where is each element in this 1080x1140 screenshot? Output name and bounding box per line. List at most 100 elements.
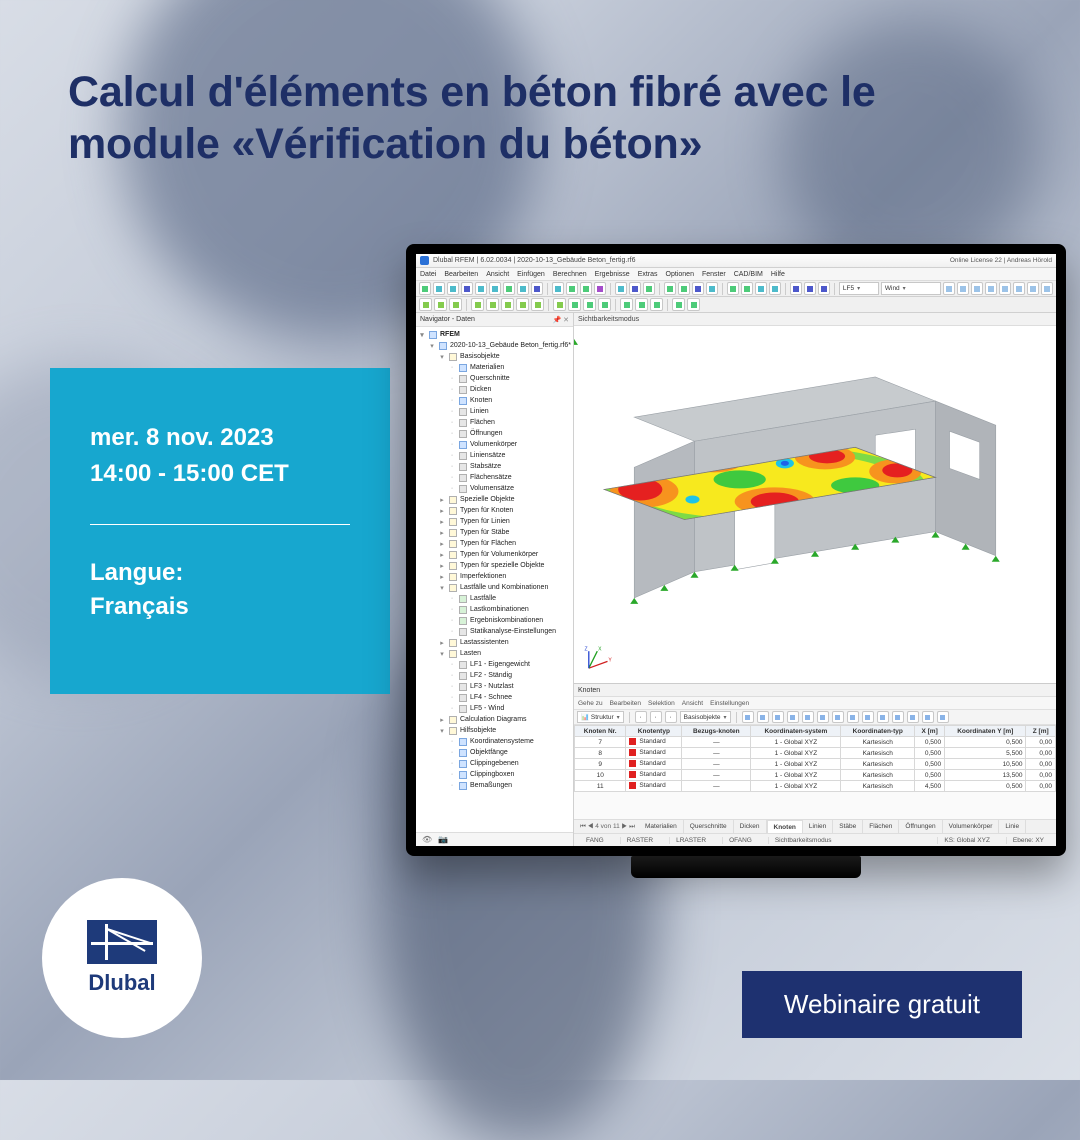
tree-twisty-icon[interactable]: · — [448, 738, 456, 745]
tree-twisty-icon[interactable]: · — [448, 749, 456, 756]
tree-twisty-icon[interactable]: ▾ — [438, 353, 446, 361]
knoten-btn2-1[interactable] — [757, 711, 769, 723]
table-cell[interactable]: 5,500 — [945, 748, 1026, 759]
knoten-btn2-4[interactable] — [802, 711, 814, 723]
status-item[interactable]: FANG — [580, 837, 610, 844]
toolbar-btn-n15[interactable] — [650, 298, 663, 311]
bottom-tab-stäbe[interactable]: Stäbe — [833, 820, 863, 833]
bottom-tab-dicken[interactable]: Dicken — [734, 820, 767, 833]
toolbar-btn-n5[interactable] — [486, 298, 499, 311]
knoten-menu-ansicht[interactable]: Ansicht — [682, 700, 703, 707]
tree-node[interactable]: ▸Typen für Stäbe — [418, 527, 571, 538]
toolbar-btn-side[interactable] — [706, 282, 718, 295]
knoten-btn2-5[interactable] — [817, 711, 829, 723]
tree-node[interactable]: ▾Basisobjekte — [418, 351, 571, 362]
knoten-btn2-3[interactable] — [787, 711, 799, 723]
toolbar-btn-n10[interactable] — [568, 298, 581, 311]
table-cell[interactable]: — — [682, 770, 751, 781]
table-col-header[interactable]: Koordinaten-typ — [841, 726, 915, 737]
window-titlebar[interactable]: Dlubal RFEM | 6.02.0034 | 2020-10-13_Geb… — [416, 254, 1056, 268]
table-cell[interactable]: Kartesisch — [841, 759, 915, 770]
tree-twisty-icon[interactable]: ▸ — [438, 716, 446, 724]
tree-node[interactable]: ▸Typen für Flächen — [418, 538, 571, 549]
loadcase-combo[interactable]: LF5 — [839, 282, 879, 295]
toolbar-primary[interactable]: LF5Wind — [416, 281, 1056, 297]
navigator-header[interactable]: Navigator - Daten 📌 ✕ — [416, 313, 573, 327]
toolbar-btn-n12[interactable] — [598, 298, 611, 311]
tree-node[interactable]: ·LF1 - Eigengewicht — [418, 659, 571, 670]
table-cell[interactable]: 7 — [575, 737, 626, 748]
table-cell[interactable]: 1 - Global XYZ — [751, 748, 841, 759]
tree-node[interactable]: ·LF2 - Ständig — [418, 670, 571, 681]
tree-node[interactable]: ·Koordinatensysteme — [418, 736, 571, 747]
bottom-tab-materialien[interactable]: Materialien — [639, 820, 684, 833]
menu-fenster[interactable]: Fenster — [702, 271, 726, 278]
toolbar-btn-n9[interactable] — [553, 298, 566, 311]
table-cell[interactable]: 0,00 — [1026, 737, 1056, 748]
knoten-btn2-10[interactable] — [892, 711, 904, 723]
menu-ansicht[interactable]: Ansicht — [486, 271, 509, 278]
toolbar-secondary[interactable] — [416, 297, 1056, 313]
table-col-header[interactable]: Knoten Nr. — [575, 726, 626, 737]
navigator-tree[interactable]: ▾RFEM▾2020-10-13_Gebäude Beton_fertig.rf… — [416, 327, 573, 832]
tree-twisty-icon[interactable]: ▾ — [438, 584, 446, 592]
tree-twisty-icon[interactable]: ▸ — [438, 562, 446, 570]
toolbar-btn-res[interactable] — [643, 282, 655, 295]
table-cell[interactable]: Standard — [626, 781, 682, 792]
tree-node[interactable]: ▾Hilfsobjekte — [418, 725, 571, 736]
knoten-btn-0[interactable]: · — [635, 711, 647, 723]
tree-twisty-icon[interactable]: · — [448, 430, 456, 437]
table-cell[interactable]: — — [682, 781, 751, 792]
table-cell[interactable]: 13,500 — [945, 770, 1026, 781]
table-cell[interactable]: 0,500 — [945, 737, 1026, 748]
toolbar-btn-tail0[interactable] — [943, 282, 955, 295]
table-cell[interactable]: Kartesisch — [841, 748, 915, 759]
pin-icon[interactable]: 📌 ✕ — [552, 316, 569, 324]
tree-node[interactable]: ·Querschnitte — [418, 373, 571, 384]
tree-twisty-icon[interactable]: · — [448, 364, 456, 371]
knoten-tabs[interactable]: ⏮ ◀ 4 von 11 ▶ ⏭MaterialienQuerschnitteD… — [574, 819, 1056, 833]
tree-twisty-icon[interactable]: · — [448, 771, 456, 778]
table-cell[interactable]: 1 - Global XYZ — [751, 759, 841, 770]
table-cell[interactable]: 10 — [575, 770, 626, 781]
tree-twisty-icon[interactable]: ▾ — [438, 727, 446, 735]
table-cell[interactable]: — — [682, 748, 751, 759]
tree-twisty-icon[interactable]: · — [448, 628, 456, 635]
menubar[interactable]: DateiBearbeitenAnsichtEinfügenBerechnenE… — [416, 268, 1056, 281]
toolbar-btn-tail2[interactable] — [971, 282, 983, 295]
tree-twisty-icon[interactable]: · — [448, 408, 456, 415]
table-cell[interactable]: 0,00 — [1026, 759, 1056, 770]
table-cell[interactable]: 0,00 — [1026, 748, 1056, 759]
tree-twisty-icon[interactable]: · — [448, 705, 456, 712]
table-cell[interactable]: — — [682, 759, 751, 770]
knoten-combo-basis[interactable]: Basisobjekte — [680, 711, 731, 723]
tree-node[interactable]: ·Statikanalyse-Einstellungen — [418, 626, 571, 637]
tree-twisty-icon[interactable]: · — [448, 375, 456, 382]
tree-node[interactable]: ▸Lastassistenten — [418, 637, 571, 648]
menu-berechnen[interactable]: Berechnen — [553, 271, 587, 278]
table-row[interactable]: 8Standard—1 - Global XYZKartesisch0,5005… — [575, 748, 1056, 759]
status-item[interactable]: RASTER — [620, 837, 659, 844]
table-cell[interactable]: Kartesisch — [841, 737, 915, 748]
tree-twisty-icon[interactable]: · — [448, 397, 456, 404]
table-cell[interactable]: 0,00 — [1026, 770, 1056, 781]
status-item[interactable]: OFANG — [722, 837, 758, 844]
toolbar-btn-paste[interactable] — [531, 282, 543, 295]
knoten-table[interactable]: Knoten Nr.KnotentypBezugs-knotenKoordina… — [574, 725, 1056, 792]
toolbar-btn-n16[interactable] — [672, 298, 685, 311]
toolbar-btn-tail4[interactable] — [999, 282, 1011, 295]
bottom-tab-querschnitte[interactable]: Querschnitte — [684, 820, 734, 833]
table-cell[interactable]: 9 — [575, 759, 626, 770]
tree-twisty-icon[interactable]: · — [448, 452, 456, 459]
toolbar-btn-n2[interactable] — [434, 298, 447, 311]
bottom-tab-linie[interactable]: Linie — [999, 820, 1026, 833]
table-row[interactable]: 7Standard—1 - Global XYZKartesisch0,5000… — [575, 737, 1056, 748]
tree-node[interactable]: ·Volumenkörper — [418, 439, 571, 450]
menu-bearbeiten[interactable]: Bearbeiten — [444, 271, 478, 278]
toolbar-btn-zoom[interactable] — [552, 282, 564, 295]
toolbar-btn-vis[interactable] — [727, 282, 739, 295]
table-cell[interactable]: Standard — [626, 737, 682, 748]
tree-node[interactable]: ·Stabsätze — [418, 461, 571, 472]
toolbar-btn-tail6[interactable] — [1027, 282, 1039, 295]
tree-node[interactable]: ▸Imperfektionen — [418, 571, 571, 582]
